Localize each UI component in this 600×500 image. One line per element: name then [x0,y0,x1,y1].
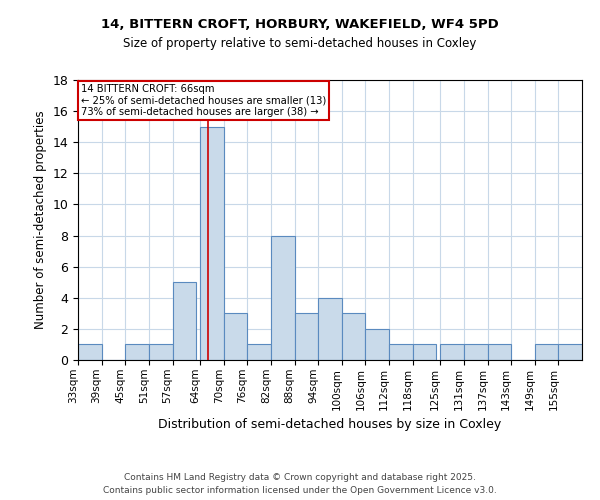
Bar [173,282,196,360]
Bar [149,344,173,360]
Text: 14 BITTERN CROFT: 66sqm
← 25% of semi-detached houses are smaller (13)
73% of se: 14 BITTERN CROFT: 66sqm ← 25% of semi-de… [80,84,326,117]
Bar [464,344,487,360]
Bar [440,344,464,360]
Bar [125,344,149,360]
Bar [271,236,295,360]
Bar [535,344,559,360]
Bar [365,329,389,360]
Bar [224,314,247,360]
Bar [200,126,224,360]
Bar [78,344,101,360]
Text: Contains public sector information licensed under the Open Government Licence v3: Contains public sector information licen… [103,486,497,495]
Text: 14, BITTERN CROFT, HORBURY, WAKEFIELD, WF4 5PD: 14, BITTERN CROFT, HORBURY, WAKEFIELD, W… [101,18,499,30]
Y-axis label: Number of semi-detached properties: Number of semi-detached properties [34,110,47,330]
X-axis label: Distribution of semi-detached houses by size in Coxley: Distribution of semi-detached houses by … [158,418,502,431]
Bar [247,344,271,360]
Bar [318,298,342,360]
Text: Size of property relative to semi-detached houses in Coxley: Size of property relative to semi-detach… [124,38,476,51]
Bar [295,314,318,360]
Text: Contains HM Land Registry data © Crown copyright and database right 2025.: Contains HM Land Registry data © Crown c… [124,474,476,482]
Bar [487,344,511,360]
Bar [559,344,582,360]
Bar [413,344,436,360]
Bar [389,344,413,360]
Bar [342,314,365,360]
